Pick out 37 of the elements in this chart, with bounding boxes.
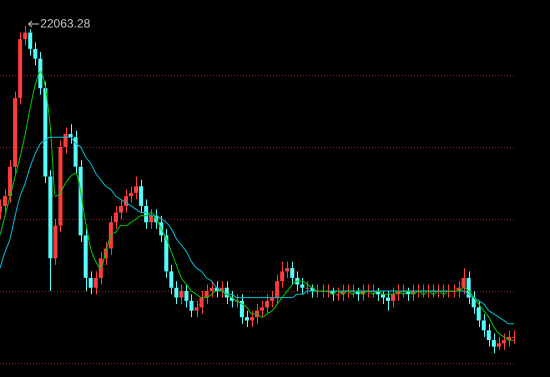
candlestick	[179, 284, 184, 305]
candlestick	[270, 290, 274, 308]
candlestick	[250, 310, 254, 328]
candlestick	[184, 284, 188, 308]
candlestick	[280, 261, 284, 288]
candlestick	[496, 336, 501, 350]
candlestick	[169, 264, 174, 295]
candlestick	[492, 333, 496, 354]
candlestick	[114, 205, 118, 230]
candlestick	[265, 294, 270, 314]
candlestick	[486, 323, 491, 348]
candlestick	[502, 333, 506, 350]
candlestick	[23, 26, 28, 46]
candlestick	[391, 287, 396, 308]
candlestick	[275, 274, 280, 305]
candlestick	[285, 261, 290, 278]
candlestick	[33, 42, 38, 66]
candlestick	[244, 310, 249, 328]
candlestick	[174, 280, 178, 305]
candlestick	[462, 268, 466, 295]
candlestick	[3, 189, 8, 213]
candlestick	[300, 277, 304, 295]
candlestick	[189, 294, 194, 318]
candlestick	[149, 208, 154, 230]
candlestick	[28, 28, 32, 56]
candlestick	[139, 179, 144, 213]
candlestick	[305, 280, 310, 295]
candlestick	[386, 290, 390, 312]
candlestick	[260, 300, 264, 318]
candlestick	[94, 270, 98, 295]
candlestick	[63, 126, 68, 154]
annotation: 22063.28	[40, 16, 91, 30]
candlestick	[134, 176, 138, 200]
candlestick	[118, 198, 123, 220]
candlestick	[290, 261, 294, 285]
candlestick	[129, 186, 134, 204]
candlestick	[240, 294, 244, 324]
